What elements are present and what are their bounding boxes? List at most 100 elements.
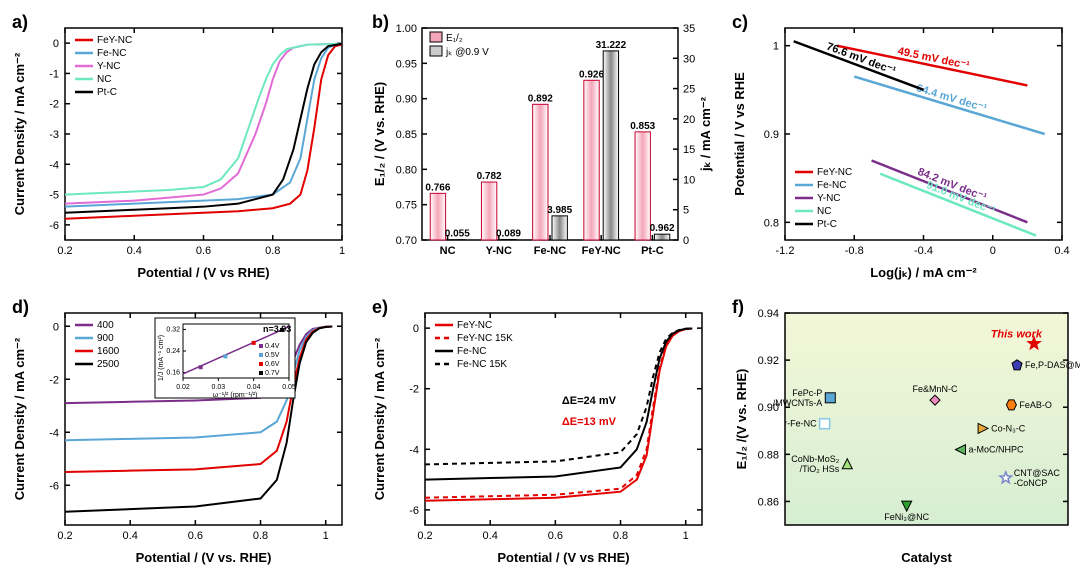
svg-text:20: 20 bbox=[683, 114, 695, 126]
svg-text:10: 10 bbox=[683, 174, 695, 186]
svg-text:0.85: 0.85 bbox=[396, 129, 417, 141]
svg-text:-1.2: -1.2 bbox=[776, 245, 795, 257]
svg-text:1: 1 bbox=[773, 41, 779, 53]
svg-text:0.8: 0.8 bbox=[265, 245, 280, 257]
svg-text:FeAB-O: FeAB-O bbox=[1019, 400, 1052, 410]
svg-text:ΔE=24 mV: ΔE=24 mV bbox=[562, 395, 617, 407]
panel-a: a)0.20.40.60.81-6-5-4-3-2-10Potential / … bbox=[10, 10, 360, 285]
svg-text:ω⁻¹/² (rpm⁻¹/²): ω⁻¹/² (rpm⁻¹/²) bbox=[213, 392, 258, 399]
svg-text:Current Density / mA cm⁻²: Current Density / mA cm⁻² bbox=[12, 337, 27, 500]
svg-text:0.853: 0.853 bbox=[630, 121, 655, 132]
svg-text:900: 900 bbox=[97, 333, 114, 344]
svg-text:Pt-C: Pt-C bbox=[97, 87, 117, 98]
svg-text:FeNi₃@NC: FeNi₃@NC bbox=[884, 512, 929, 522]
svg-text:FeY-NC: FeY-NC bbox=[97, 35, 132, 46]
svg-text:Pt-C: Pt-C bbox=[641, 245, 664, 257]
svg-text:0: 0 bbox=[413, 323, 419, 335]
svg-text:-2: -2 bbox=[49, 99, 59, 111]
svg-text:/MWCNTs-A: /MWCNTs-A bbox=[773, 398, 823, 408]
svg-text:E₁/₂ /(V vs. RHE): E₁/₂ /(V vs. RHE) bbox=[734, 369, 749, 470]
panel-label-e: e) bbox=[372, 297, 388, 318]
svg-text:0: 0 bbox=[53, 38, 59, 50]
svg-text:-0.8: -0.8 bbox=[845, 245, 864, 257]
svg-text:0: 0 bbox=[990, 245, 996, 257]
svg-text:0.089: 0.089 bbox=[496, 228, 521, 239]
svg-text:35: 35 bbox=[683, 23, 695, 35]
svg-text:CNT@SAC: CNT@SAC bbox=[1014, 468, 1061, 478]
svg-text:-2: -2 bbox=[409, 384, 419, 396]
panel-label-d: d) bbox=[12, 297, 29, 318]
svg-text:0.8: 0.8 bbox=[253, 530, 268, 542]
chart-svg-e: 0.20.40.60.81-6-4-20Potential / (V vs RH… bbox=[370, 295, 720, 570]
svg-text:0.926: 0.926 bbox=[579, 69, 604, 80]
panel-label-f: f) bbox=[732, 297, 744, 318]
svg-text:E₁/₂ / (V vs. RHE): E₁/₂ / (V vs. RHE) bbox=[372, 82, 387, 186]
chart-svg-f: 0.860.880.900.920.94CatalystE₁/₂ /(V vs.… bbox=[730, 295, 1080, 570]
svg-text:Y-NC: Y-NC bbox=[486, 245, 512, 257]
svg-text:0.86: 0.86 bbox=[758, 496, 779, 508]
svg-text:0.782: 0.782 bbox=[477, 171, 502, 182]
panel-c: c)-1.2-0.8-0.400.40.80.91Log(jₖ) / mA cm… bbox=[730, 10, 1080, 285]
panel-f: f)0.860.880.900.920.94CatalystE₁/₂ /(V v… bbox=[730, 295, 1080, 570]
svg-text:0.2: 0.2 bbox=[57, 530, 72, 542]
svg-text:r-Fe-NC: r-Fe-NC bbox=[784, 419, 817, 429]
svg-text:/TiO₂ HSs: /TiO₂ HSs bbox=[800, 464, 840, 474]
svg-text:0.16: 0.16 bbox=[166, 370, 180, 377]
svg-text:Fe&MnN-C: Fe&MnN-C bbox=[912, 384, 958, 394]
svg-text:Fe-NC 15K: Fe-NC 15K bbox=[457, 359, 507, 370]
svg-text:0.892: 0.892 bbox=[528, 93, 553, 104]
svg-text:1.00: 1.00 bbox=[396, 23, 417, 35]
svg-text:25: 25 bbox=[683, 84, 695, 96]
svg-text:-2: -2 bbox=[49, 374, 59, 386]
svg-text:5: 5 bbox=[683, 205, 689, 217]
svg-text:Fe,P-DAS@MPC: Fe,P-DAS@MPC bbox=[1025, 360, 1080, 370]
svg-text:-0.4: -0.4 bbox=[914, 245, 933, 257]
svg-text:1/J (mA⁻¹ cm²): 1/J (mA⁻¹ cm²) bbox=[158, 335, 165, 381]
svg-text:76.6 mV dec⁻¹: 76.6 mV dec⁻¹ bbox=[825, 41, 898, 78]
svg-text:0.70: 0.70 bbox=[396, 235, 417, 247]
svg-text:Fe-NC: Fe-NC bbox=[817, 180, 846, 191]
svg-text:0: 0 bbox=[683, 235, 689, 247]
svg-text:0.5V: 0.5V bbox=[265, 352, 280, 359]
svg-text:FeY-NC 15K: FeY-NC 15K bbox=[457, 333, 513, 344]
svg-text:0.8: 0.8 bbox=[764, 217, 779, 229]
svg-text:0.4: 0.4 bbox=[483, 530, 498, 542]
svg-text:0.2: 0.2 bbox=[57, 245, 72, 257]
svg-text:-6: -6 bbox=[409, 505, 419, 517]
panel-label-c: c) bbox=[732, 12, 748, 33]
svg-text:0.32: 0.32 bbox=[166, 326, 180, 333]
svg-text:-6: -6 bbox=[49, 220, 59, 232]
svg-text:FeY-NC: FeY-NC bbox=[457, 320, 492, 331]
svg-text:0.8: 0.8 bbox=[613, 530, 628, 542]
svg-text:0.9: 0.9 bbox=[764, 129, 779, 141]
svg-text:0.88: 0.88 bbox=[758, 449, 779, 461]
svg-text:0.6: 0.6 bbox=[188, 530, 203, 542]
svg-text:2500: 2500 bbox=[97, 359, 120, 370]
svg-text:FeY-NC: FeY-NC bbox=[817, 167, 852, 178]
svg-text:jₖ / mA cm⁻²: jₖ / mA cm⁻² bbox=[698, 96, 713, 172]
svg-text:NC: NC bbox=[440, 245, 456, 257]
svg-text:Fe-NC: Fe-NC bbox=[97, 48, 126, 59]
svg-text:-5: -5 bbox=[49, 190, 59, 202]
svg-text:Potential / V vs RHE: Potential / V vs RHE bbox=[732, 72, 747, 196]
svg-text:jₖ @0.9 V: jₖ @0.9 V bbox=[445, 47, 489, 58]
svg-text:Potential / (V vs RHE): Potential / (V vs RHE) bbox=[137, 265, 269, 280]
svg-text:-1: -1 bbox=[49, 68, 59, 80]
chart-svg-b: 0.700.750.800.850.900.951.00051015202530… bbox=[370, 10, 720, 285]
svg-text:ΔE=13 mV: ΔE=13 mV bbox=[562, 416, 617, 428]
svg-text:1600: 1600 bbox=[97, 346, 120, 357]
svg-text:E₁/₂: E₁/₂ bbox=[446, 33, 463, 44]
svg-text:Y-NC: Y-NC bbox=[97, 61, 121, 72]
svg-text:0.04: 0.04 bbox=[247, 384, 261, 391]
svg-text:49.5 mV dec⁻¹: 49.5 mV dec⁻¹ bbox=[897, 45, 971, 72]
svg-text:0.03: 0.03 bbox=[212, 384, 226, 391]
panel-e: e)0.20.40.60.81-6-4-20Potential / (V vs … bbox=[370, 295, 720, 570]
svg-text:0: 0 bbox=[53, 321, 59, 333]
svg-text:0.92: 0.92 bbox=[758, 355, 779, 367]
svg-text:0.94: 0.94 bbox=[758, 308, 779, 320]
panel-label-b: b) bbox=[372, 12, 389, 33]
svg-text:30: 30 bbox=[683, 53, 695, 65]
svg-text:Current Density / mA cm⁻²: Current Density / mA cm⁻² bbox=[372, 337, 387, 500]
svg-text:0.4: 0.4 bbox=[123, 530, 138, 542]
svg-text:Fe-NC: Fe-NC bbox=[457, 346, 486, 357]
